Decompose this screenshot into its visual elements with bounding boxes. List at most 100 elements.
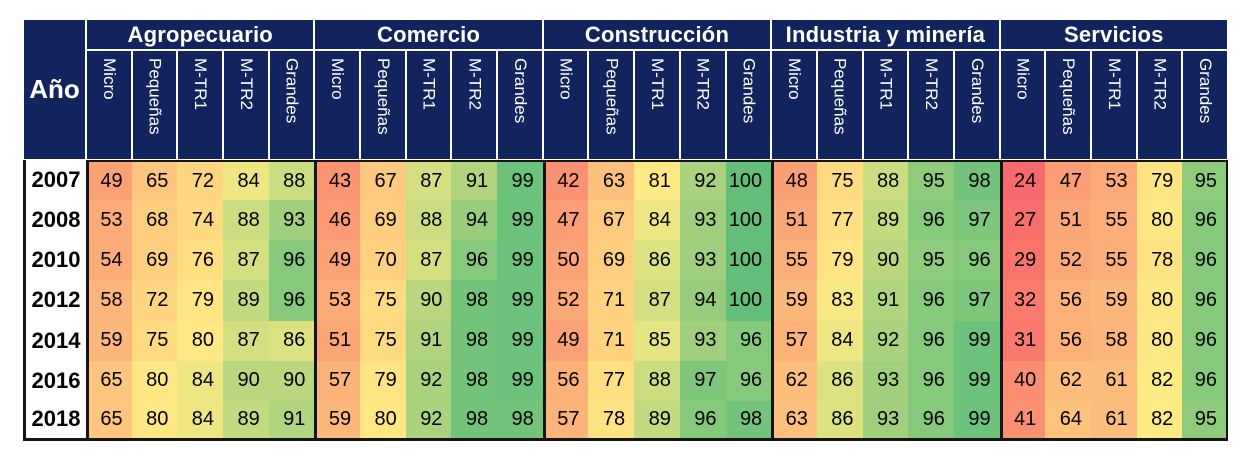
data-cell-2007-industria-y-mineria-m-tr1: 88 (862, 160, 909, 201)
data-cell-2018-construccion-micro: 57 (542, 400, 589, 441)
col-label-text: Pequeñas (145, 58, 165, 135)
col-label-servicios-m-tr1: M-TR1 (1090, 50, 1137, 160)
data-cell-2014-agropecuario-m-tr2: 87 (223, 320, 269, 361)
data-cell-2008-servicios-pequenas: 51 (1045, 200, 1091, 241)
data-cell-2007-construccion-m-tr2: 92 (679, 160, 726, 201)
data-cell-2016-comercio-m-tr2: 98 (451, 360, 498, 401)
data-cell-2007-comercio-m-tr1: 87 (405, 160, 452, 201)
data-cell-2008-comercio-pequenas: 69 (360, 200, 406, 241)
data-cell-2018-servicios-m-tr1: 61 (1090, 400, 1137, 441)
data-cell-2010-comercio-micro: 49 (314, 240, 361, 281)
data-cell-2010-comercio-grandes: 99 (497, 240, 543, 281)
data-cell-2014-industria-y-mineria-m-tr1: 92 (862, 320, 909, 361)
data-cell-2012-construccion-grandes: 100 (725, 280, 772, 321)
data-cell-2014-servicios-micro: 31 (999, 320, 1046, 361)
data-cell-2012-industria-y-mineria-micro: 59 (771, 280, 817, 321)
year-cell-2018: 2018 (23, 400, 86, 441)
data-cell-2016-comercio-m-tr1: 92 (405, 360, 452, 401)
data-cell-2018-industria-y-mineria-pequenas: 86 (816, 400, 863, 441)
data-cell-2018-servicios-pequenas: 64 (1045, 400, 1091, 441)
group-header-servicios: Servicios (999, 19, 1228, 50)
data-cell-2016-agropecuario-pequenas: 80 (131, 360, 178, 401)
data-cell-2016-servicios-pequenas: 62 (1045, 360, 1091, 401)
col-label-servicios-m-tr2: M-TR2 (1136, 50, 1183, 160)
col-label-comercio-micro: Micro (314, 50, 361, 160)
data-cell-2014-servicios-grandes: 96 (1182, 320, 1228, 361)
data-cell-2010-industria-y-mineria-micro: 55 (771, 240, 817, 281)
data-cell-2014-agropecuario-pequenas: 75 (131, 320, 178, 361)
data-cell-2014-comercio-grandes: 99 (497, 320, 543, 361)
col-label-industria-y-mineria-pequenas: Pequeñas (816, 50, 863, 160)
col-label-text: M-TR2 (236, 58, 256, 110)
data-cell-2007-agropecuario-m-tr1: 72 (177, 160, 224, 201)
data-cell-2016-industria-y-mineria-pequenas: 86 (816, 360, 863, 401)
col-label-text: Grandes (282, 58, 302, 124)
data-cell-2014-comercio-micro: 51 (314, 320, 361, 361)
year-cell-2010: 2010 (23, 240, 86, 281)
data-cell-2012-servicios-m-tr2: 80 (1136, 280, 1183, 321)
year-cell-2014: 2014 (23, 320, 86, 361)
col-label-text: Pequeñas (830, 58, 850, 135)
data-cell-2012-servicios-pequenas: 56 (1045, 280, 1091, 321)
data-cell-2008-industria-y-mineria-m-tr1: 89 (862, 200, 909, 241)
data-cell-2014-servicios-m-tr1: 58 (1090, 320, 1137, 361)
data-cell-2007-industria-y-mineria-pequenas: 75 (816, 160, 863, 201)
group-header-agropecuario: Agropecuario (86, 19, 315, 50)
data-cell-2007-industria-y-mineria-m-tr2: 95 (908, 160, 954, 201)
data-cell-2014-agropecuario-micro: 59 (86, 320, 132, 361)
data-cell-2010-industria-y-mineria-m-tr2: 95 (908, 240, 954, 281)
data-cell-2016-servicios-grandes: 96 (1182, 360, 1228, 401)
data-cell-2018-comercio-pequenas: 80 (360, 400, 406, 441)
data-cell-2007-construccion-grandes: 100 (725, 160, 772, 201)
col-label-text: M-TR2 (922, 58, 942, 110)
data-cell-2010-industria-y-mineria-m-tr1: 90 (862, 240, 909, 281)
data-cell-2007-servicios-m-tr2: 79 (1136, 160, 1183, 201)
data-cell-2018-agropecuario-grandes: 91 (268, 400, 315, 441)
data-cell-2018-construccion-m-tr1: 89 (634, 400, 680, 441)
data-cell-2007-agropecuario-pequenas: 65 (131, 160, 178, 201)
data-cell-2012-comercio-m-tr1: 90 (405, 280, 452, 321)
col-label-construccion-m-tr1: M-TR1 (634, 50, 680, 160)
data-cell-2014-servicios-m-tr2: 80 (1136, 320, 1183, 361)
data-cell-2016-comercio-micro: 57 (314, 360, 361, 401)
col-label-industria-y-mineria-m-tr2: M-TR2 (908, 50, 954, 160)
data-cell-2008-comercio-m-tr1: 88 (405, 200, 452, 241)
data-cell-2010-construccion-m-tr2: 93 (679, 240, 726, 281)
col-label-industria-y-mineria-micro: Micro (771, 50, 817, 160)
col-label-text: Micro (1013, 58, 1033, 100)
data-cell-2016-industria-y-mineria-grandes: 99 (953, 360, 1000, 401)
year-cell-2008: 2008 (23, 200, 86, 241)
data-cell-2016-agropecuario-grandes: 90 (268, 360, 315, 401)
data-cell-2008-comercio-m-tr2: 94 (451, 200, 498, 241)
col-label-text: Micro (99, 58, 119, 100)
col-label-text: Grandes (739, 58, 759, 124)
col-label-text: M-TR1 (191, 58, 211, 110)
data-cell-2016-comercio-pequenas: 79 (360, 360, 406, 401)
col-label-comercio-m-tr1: M-TR1 (405, 50, 452, 160)
col-label-text: M-TR1 (419, 58, 439, 110)
data-cell-2008-construccion-m-tr2: 93 (679, 200, 726, 241)
data-cell-2018-servicios-grandes: 95 (1182, 400, 1228, 441)
data-cell-2014-servicios-pequenas: 56 (1045, 320, 1091, 361)
data-cell-2007-industria-y-mineria-grandes: 98 (953, 160, 1000, 201)
year-axis-header: Año (23, 19, 86, 160)
data-cell-2018-servicios-micro: 41 (999, 400, 1046, 441)
data-cell-2016-construccion-m-tr1: 88 (634, 360, 680, 401)
col-label-text: Pequeñas (602, 58, 622, 135)
col-label-text: Grandes (967, 58, 987, 124)
group-header-industria-y-mineria: Industria y minería (771, 19, 1000, 50)
data-cell-2018-construccion-grandes: 98 (725, 400, 772, 441)
data-cell-2008-industria-y-mineria-micro: 51 (771, 200, 817, 241)
data-cell-2008-agropecuario-micro: 53 (86, 200, 132, 241)
data-cell-2014-comercio-pequenas: 75 (360, 320, 406, 361)
data-cell-2008-servicios-m-tr2: 80 (1136, 200, 1183, 241)
col-label-construccion-m-tr2: M-TR2 (679, 50, 726, 160)
data-cell-2014-agropecuario-m-tr1: 80 (177, 320, 224, 361)
col-label-construccion-micro: Micro (542, 50, 589, 160)
data-cell-2012-construccion-m-tr2: 94 (679, 280, 726, 321)
data-cell-2008-agropecuario-m-tr2: 88 (223, 200, 269, 241)
data-cell-2012-industria-y-mineria-m-tr1: 91 (862, 280, 909, 321)
data-cell-2010-agropecuario-micro: 54 (86, 240, 132, 281)
col-label-text: M-TR2 (693, 58, 713, 110)
data-cell-2010-servicios-m-tr2: 78 (1136, 240, 1183, 281)
